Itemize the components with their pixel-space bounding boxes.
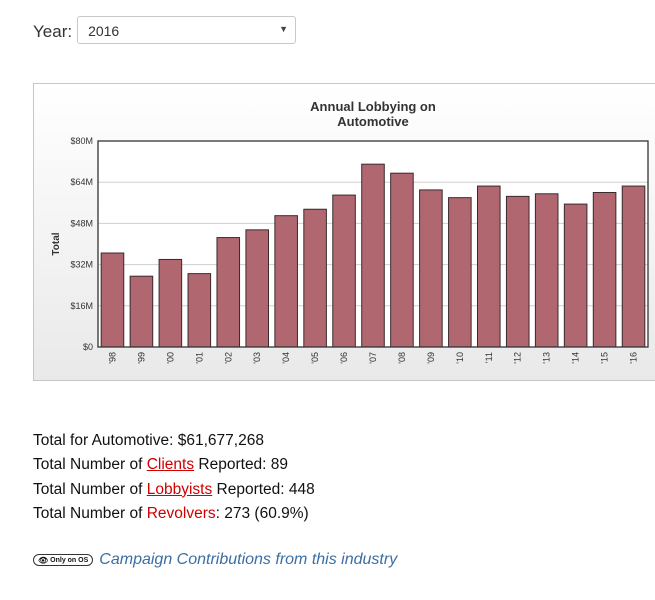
x-tick-label: '09 [426,352,436,364]
x-tick-label: '13 [542,352,552,364]
x-tick-label: '11 [484,352,494,363]
dropdown-arrow-icon: ▼ [279,24,289,34]
year-dropdown-value: 2016 [88,23,120,39]
x-tick-label: '03 [252,352,262,364]
x-tick-label: '04 [281,352,291,364]
bar-10 [448,197,472,348]
summary-block: Total for Automotive: $61,677,268 Total … [33,429,315,526]
bar-09 [419,189,443,348]
x-tick-label: '06 [339,352,349,364]
plot-border [97,140,649,348]
bar-04 [274,215,298,348]
bar-03 [245,229,269,348]
campaign-contributions-link[interactable]: Campaign Contributions from this industr… [99,551,398,568]
bar-15 [592,192,617,348]
bar-98 [100,252,125,348]
revolvers-label: Revolvers [146,504,216,522]
summary-total: Total for Automotive: $61,677,268 [33,432,264,449]
chart-title-line: Annual Lobbying on [310,99,436,114]
y-tick-label: $0 [83,342,93,352]
total-value: $61,677,268 [177,432,264,449]
x-tick-label: '02 [223,352,233,364]
summary-clients: Total Number of Clients Reported: 89 [33,456,289,474]
only-on-os-badge: 👁 Only on OS [33,554,94,566]
x-tick-label: '12 [513,352,523,364]
x-tick-label: '00 [165,352,175,364]
y-axis-label: Total [51,232,62,255]
y-tick-label: $16M [70,301,93,311]
y-tick-label: $64M [70,177,93,187]
contributions-row: 👁 Only on OS Campaign Contributions from… [33,551,397,569]
x-tick-label: '05 [310,352,320,364]
x-tick-label: '16 [629,352,639,364]
bar-01 [187,273,212,348]
bar-11 [477,185,501,348]
x-tick-label: '01 [194,352,204,364]
year-dropdown[interactable]: 2016 ▼ [77,16,297,44]
chart-title-line: Automotive [337,114,409,129]
bar-13 [534,193,559,348]
x-tick-label: '15 [600,352,610,364]
year-selector: Year: 2016 ▼ [33,14,297,44]
x-tick-label: '99 [136,352,146,364]
y-tick-label: $80M [70,136,93,146]
bar-14 [563,203,588,348]
bar-16 [621,185,646,348]
y-tick-label: $32M [70,260,93,270]
bar-05 [303,208,327,348]
bar-07 [361,163,385,348]
x-tick-label: '08 [397,352,407,364]
bar-00 [158,258,183,348]
summary-revolvers: Total Number of Revolvers: 273 (60.9%) [33,504,309,522]
bar-06 [332,194,356,348]
bar-99 [129,275,154,348]
bar-08 [390,172,414,348]
eye-icon: 👁 [38,555,49,565]
x-tick-label: '14 [571,352,581,364]
x-tick-label: '10 [455,352,465,364]
x-tick-label: '07 [368,352,378,364]
y-tick-label: $48M [70,218,93,228]
lobbyists-link[interactable]: Lobbyists [146,480,213,498]
clients-link[interactable]: Clients [146,456,195,474]
x-tick-label: '98 [107,352,117,364]
bar-12 [505,195,530,348]
lobbying-chart-panel: Annual Lobbying on Automotive $0 $16M $32M $4… [33,83,655,381]
bar-02 [216,237,241,348]
summary-lobbyists: Total Number of Lobbyists Reported: 448 [33,480,315,498]
year-label: Year: [33,22,73,41]
